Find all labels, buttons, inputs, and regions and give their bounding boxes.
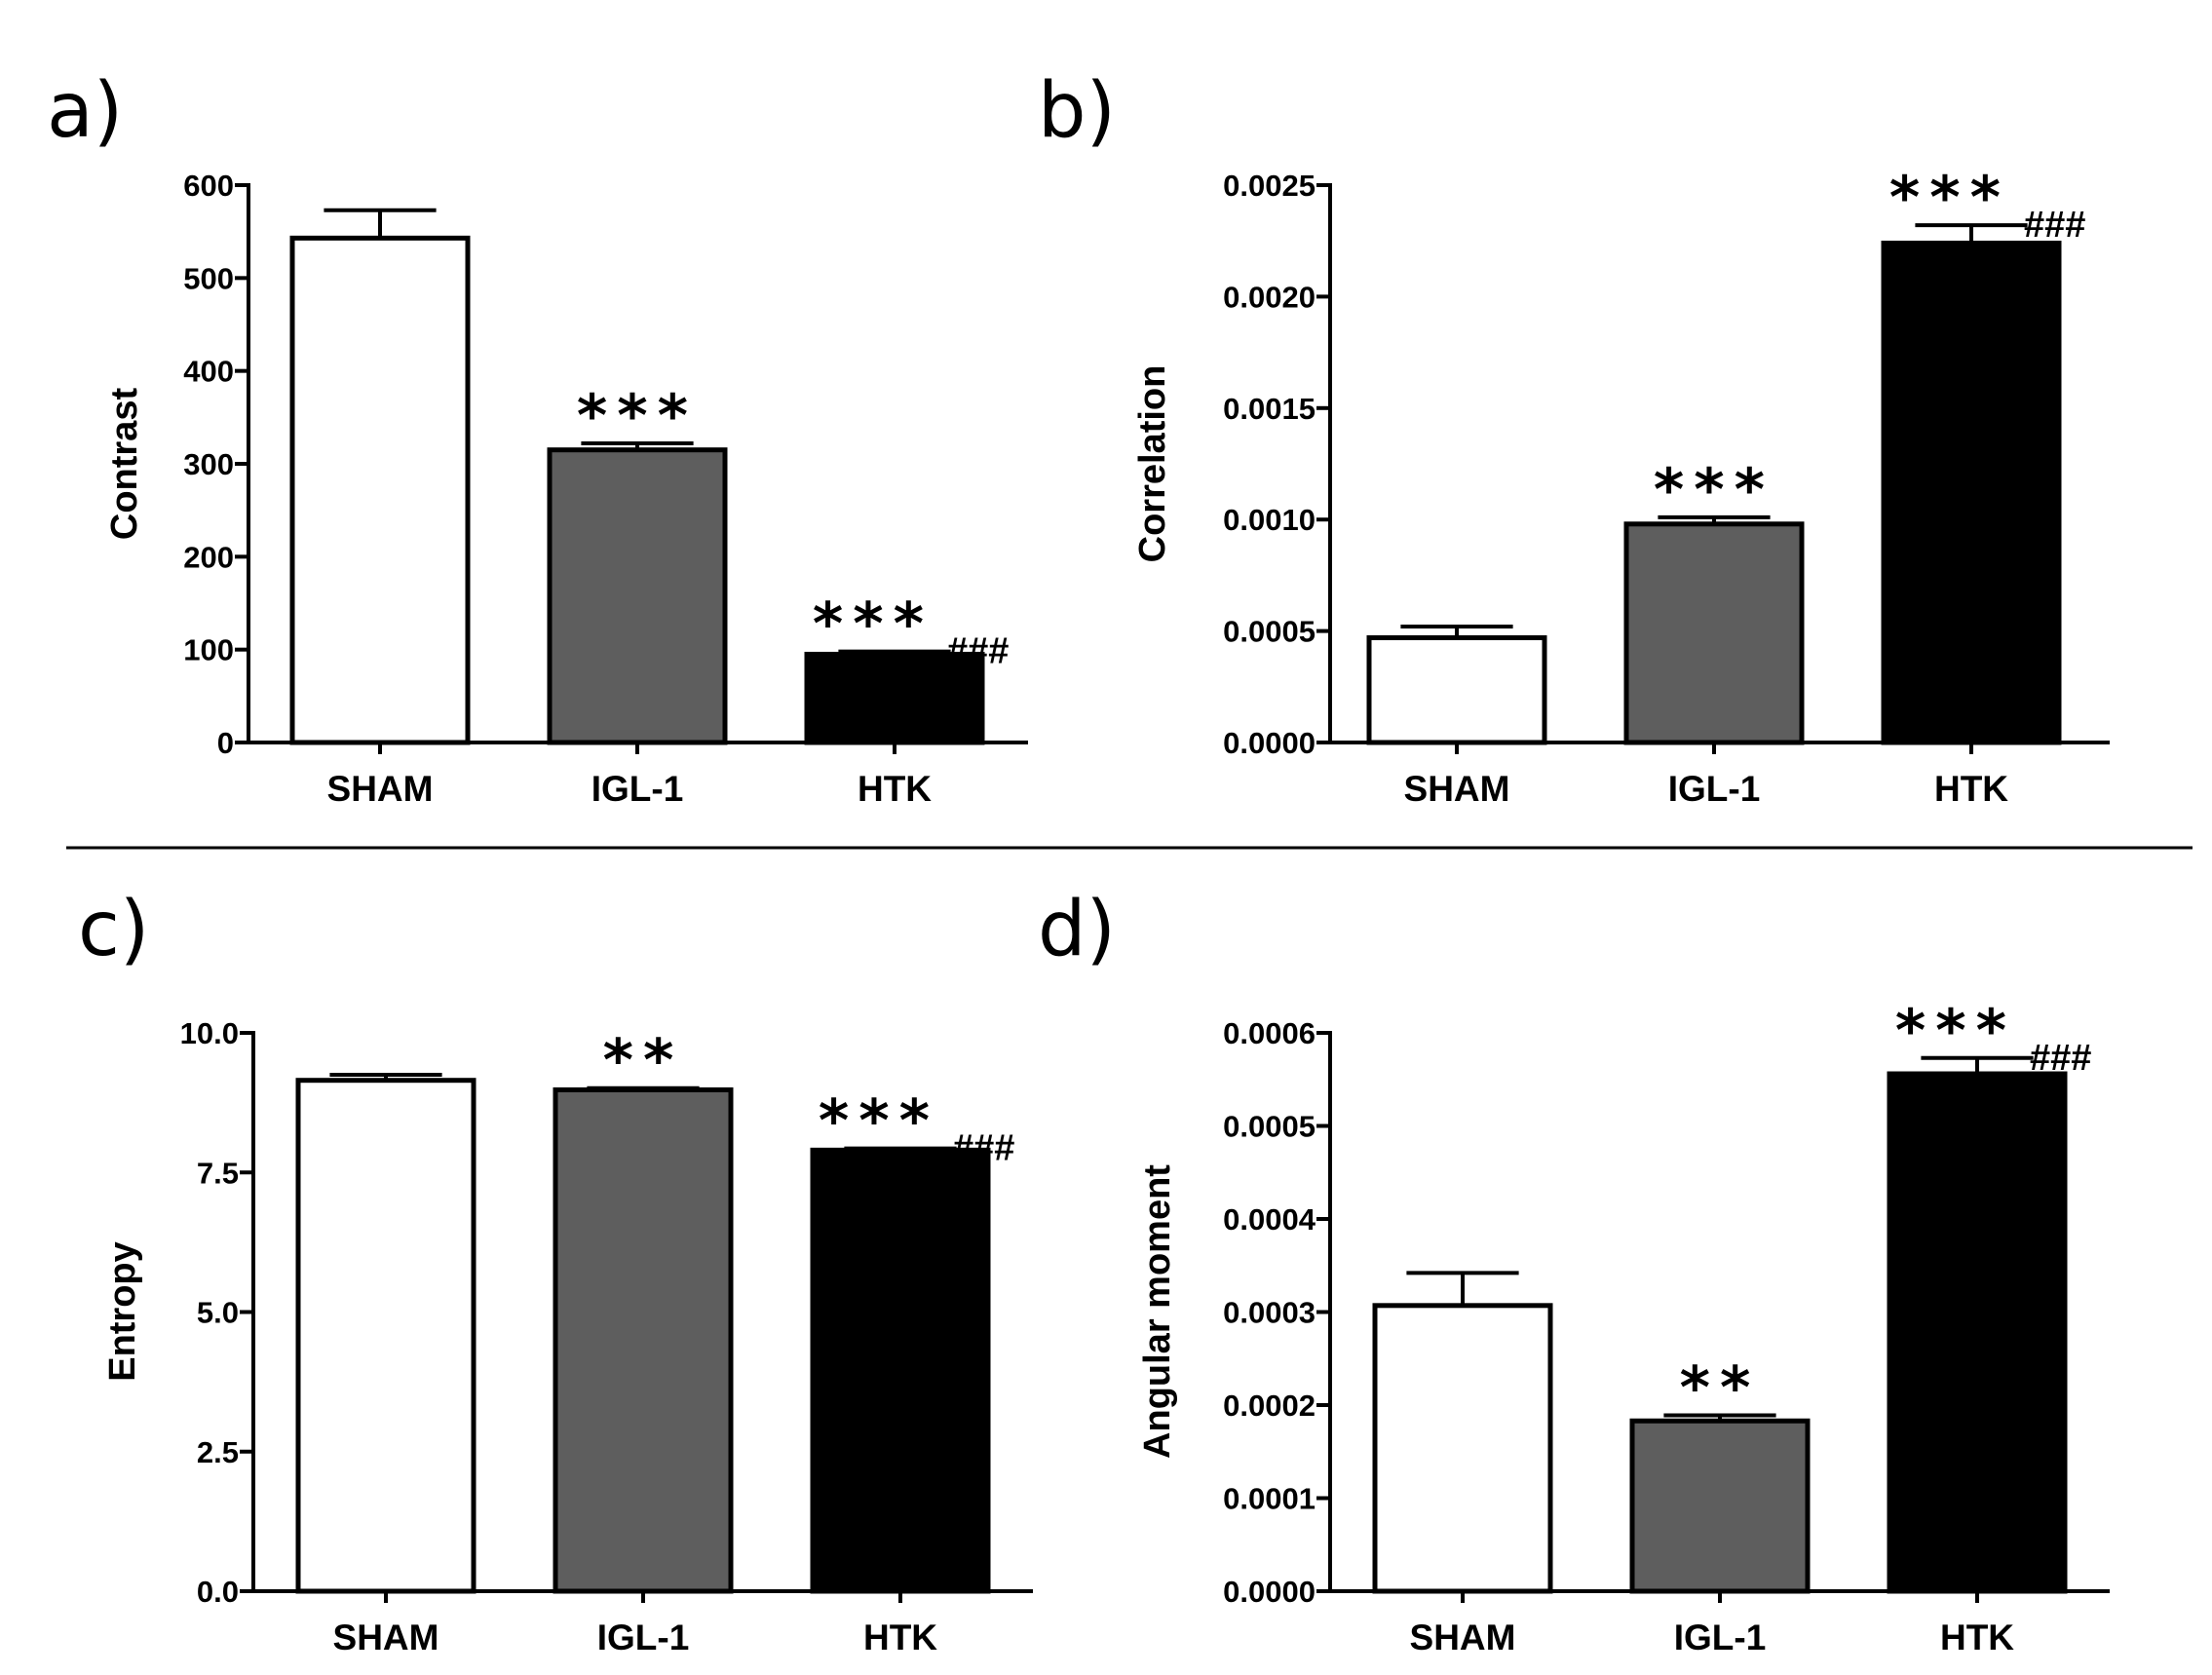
x-tick-label: SHAM: [1404, 769, 1510, 809]
y-tick-label: 7.5: [197, 1156, 239, 1190]
bar-htk: [1887, 1071, 2068, 1594]
x-tick-label: HTK: [1934, 769, 2008, 809]
y-tick-label: 600: [183, 169, 234, 203]
y-tick-label: 500: [183, 261, 234, 295]
y-tick-label: 5.0: [197, 1296, 239, 1330]
significance-stars: ***: [577, 382, 698, 450]
x-tick-label: SHAM: [1410, 1618, 1516, 1657]
x-tick-label: IGL-1: [597, 1618, 690, 1657]
y-tick-label: 0.0004: [1223, 1202, 1316, 1237]
y-tick-label: 100: [183, 633, 234, 667]
bar-sham: [295, 1078, 477, 1594]
significance-stars: **: [603, 1027, 684, 1095]
x-tick-label: SHAM: [327, 769, 434, 809]
significance-stars: ***: [813, 590, 934, 659]
y-tick-label: 0.0025: [1223, 169, 1316, 203]
significance-stars: ***: [1889, 164, 2010, 232]
x-tick-label: HTK: [1940, 1618, 2014, 1657]
y-tick-label: 300: [183, 447, 234, 481]
chart-panel-2: b) Correlation SHAM *** IGL-1 *** ### HTK 0.0000…: [1038, 67, 2110, 809]
y-tick-label: 0.0002: [1223, 1389, 1316, 1423]
bar-igl-1: [553, 1086, 734, 1594]
y-tick-label: 400: [183, 355, 234, 389]
panel-letter: a): [47, 67, 123, 155]
y-tick-label: 10.0: [180, 1016, 239, 1050]
bar-htk: [810, 1147, 991, 1594]
y-tick-label: 0.0003: [1223, 1296, 1316, 1330]
x-tick-label: HTK: [858, 769, 932, 809]
y-tick-label: 0.0005: [1223, 615, 1316, 649]
significance-stars: ***: [1654, 456, 1774, 524]
y-tick-label: 0.0: [197, 1575, 239, 1609]
x-tick-label: IGL-1: [1674, 1618, 1767, 1657]
x-tick-label: IGL-1: [591, 769, 684, 809]
significance-hashes: ###: [2024, 205, 2085, 246]
chart-panel-3: c) Entropy SHAM ** IGL-1 *** ### HTK 0.0 2.5 5.0 7.…: [78, 886, 1033, 1657]
y-tick-label: 0.0020: [1223, 280, 1316, 314]
y-tick-label: 0.0001: [1223, 1482, 1316, 1516]
y-tick-label: 0.0005: [1223, 1110, 1316, 1144]
bar-htk: [1881, 240, 2062, 745]
y-axis-label: Entropy: [102, 1241, 143, 1382]
y-tick-label: 0: [217, 726, 234, 760]
y-axis-label: Correlation: [1132, 365, 1173, 563]
y-tick-label: 200: [183, 540, 234, 574]
bar-igl-1: [547, 447, 728, 745]
y-tick-label: 0.0010: [1223, 503, 1316, 537]
y-tick-label: 0.0015: [1223, 392, 1316, 426]
panel-letter: c): [78, 886, 149, 973]
x-tick-label: IGL-1: [1668, 769, 1761, 809]
y-axis-label: Contrast: [104, 388, 145, 541]
bar-igl-1: [1629, 1418, 1811, 1594]
significance-stars: ***: [1895, 997, 2016, 1065]
significance-hashes: ###: [2030, 1038, 2091, 1079]
significance-stars: **: [1680, 1354, 1761, 1423]
bar-sham: [289, 235, 471, 745]
significance-stars: ***: [819, 1087, 939, 1156]
panel-letter: d): [1038, 886, 1116, 973]
y-tick-label: 0.0000: [1223, 726, 1316, 760]
bar-igl-1: [1623, 521, 1805, 745]
y-tick-label: 0.0000: [1223, 1575, 1316, 1609]
y-axis-label: Angular moment: [1137, 1164, 1178, 1459]
bar-sham: [1372, 1303, 1553, 1594]
panel-letter: b): [1038, 67, 1116, 155]
y-tick-label: 0.0006: [1223, 1016, 1316, 1050]
chart-panel-4: d) Angular moment SHAM ** IGL-1 *** ### HTK 0.00…: [1038, 886, 2110, 1657]
chart-panel-1: a) Contrast SHAM *** IGL-1 *** ### HTK 0 100 200 30…: [47, 67, 1028, 809]
x-tick-label: SHAM: [333, 1618, 439, 1657]
bar-htk: [804, 651, 985, 745]
bar-sham: [1366, 634, 1547, 745]
x-tick-label: HTK: [863, 1618, 937, 1657]
significance-hashes: ###: [947, 631, 1009, 672]
y-tick-label: 2.5: [197, 1435, 239, 1469]
significance-hashes: ###: [953, 1128, 1014, 1169]
